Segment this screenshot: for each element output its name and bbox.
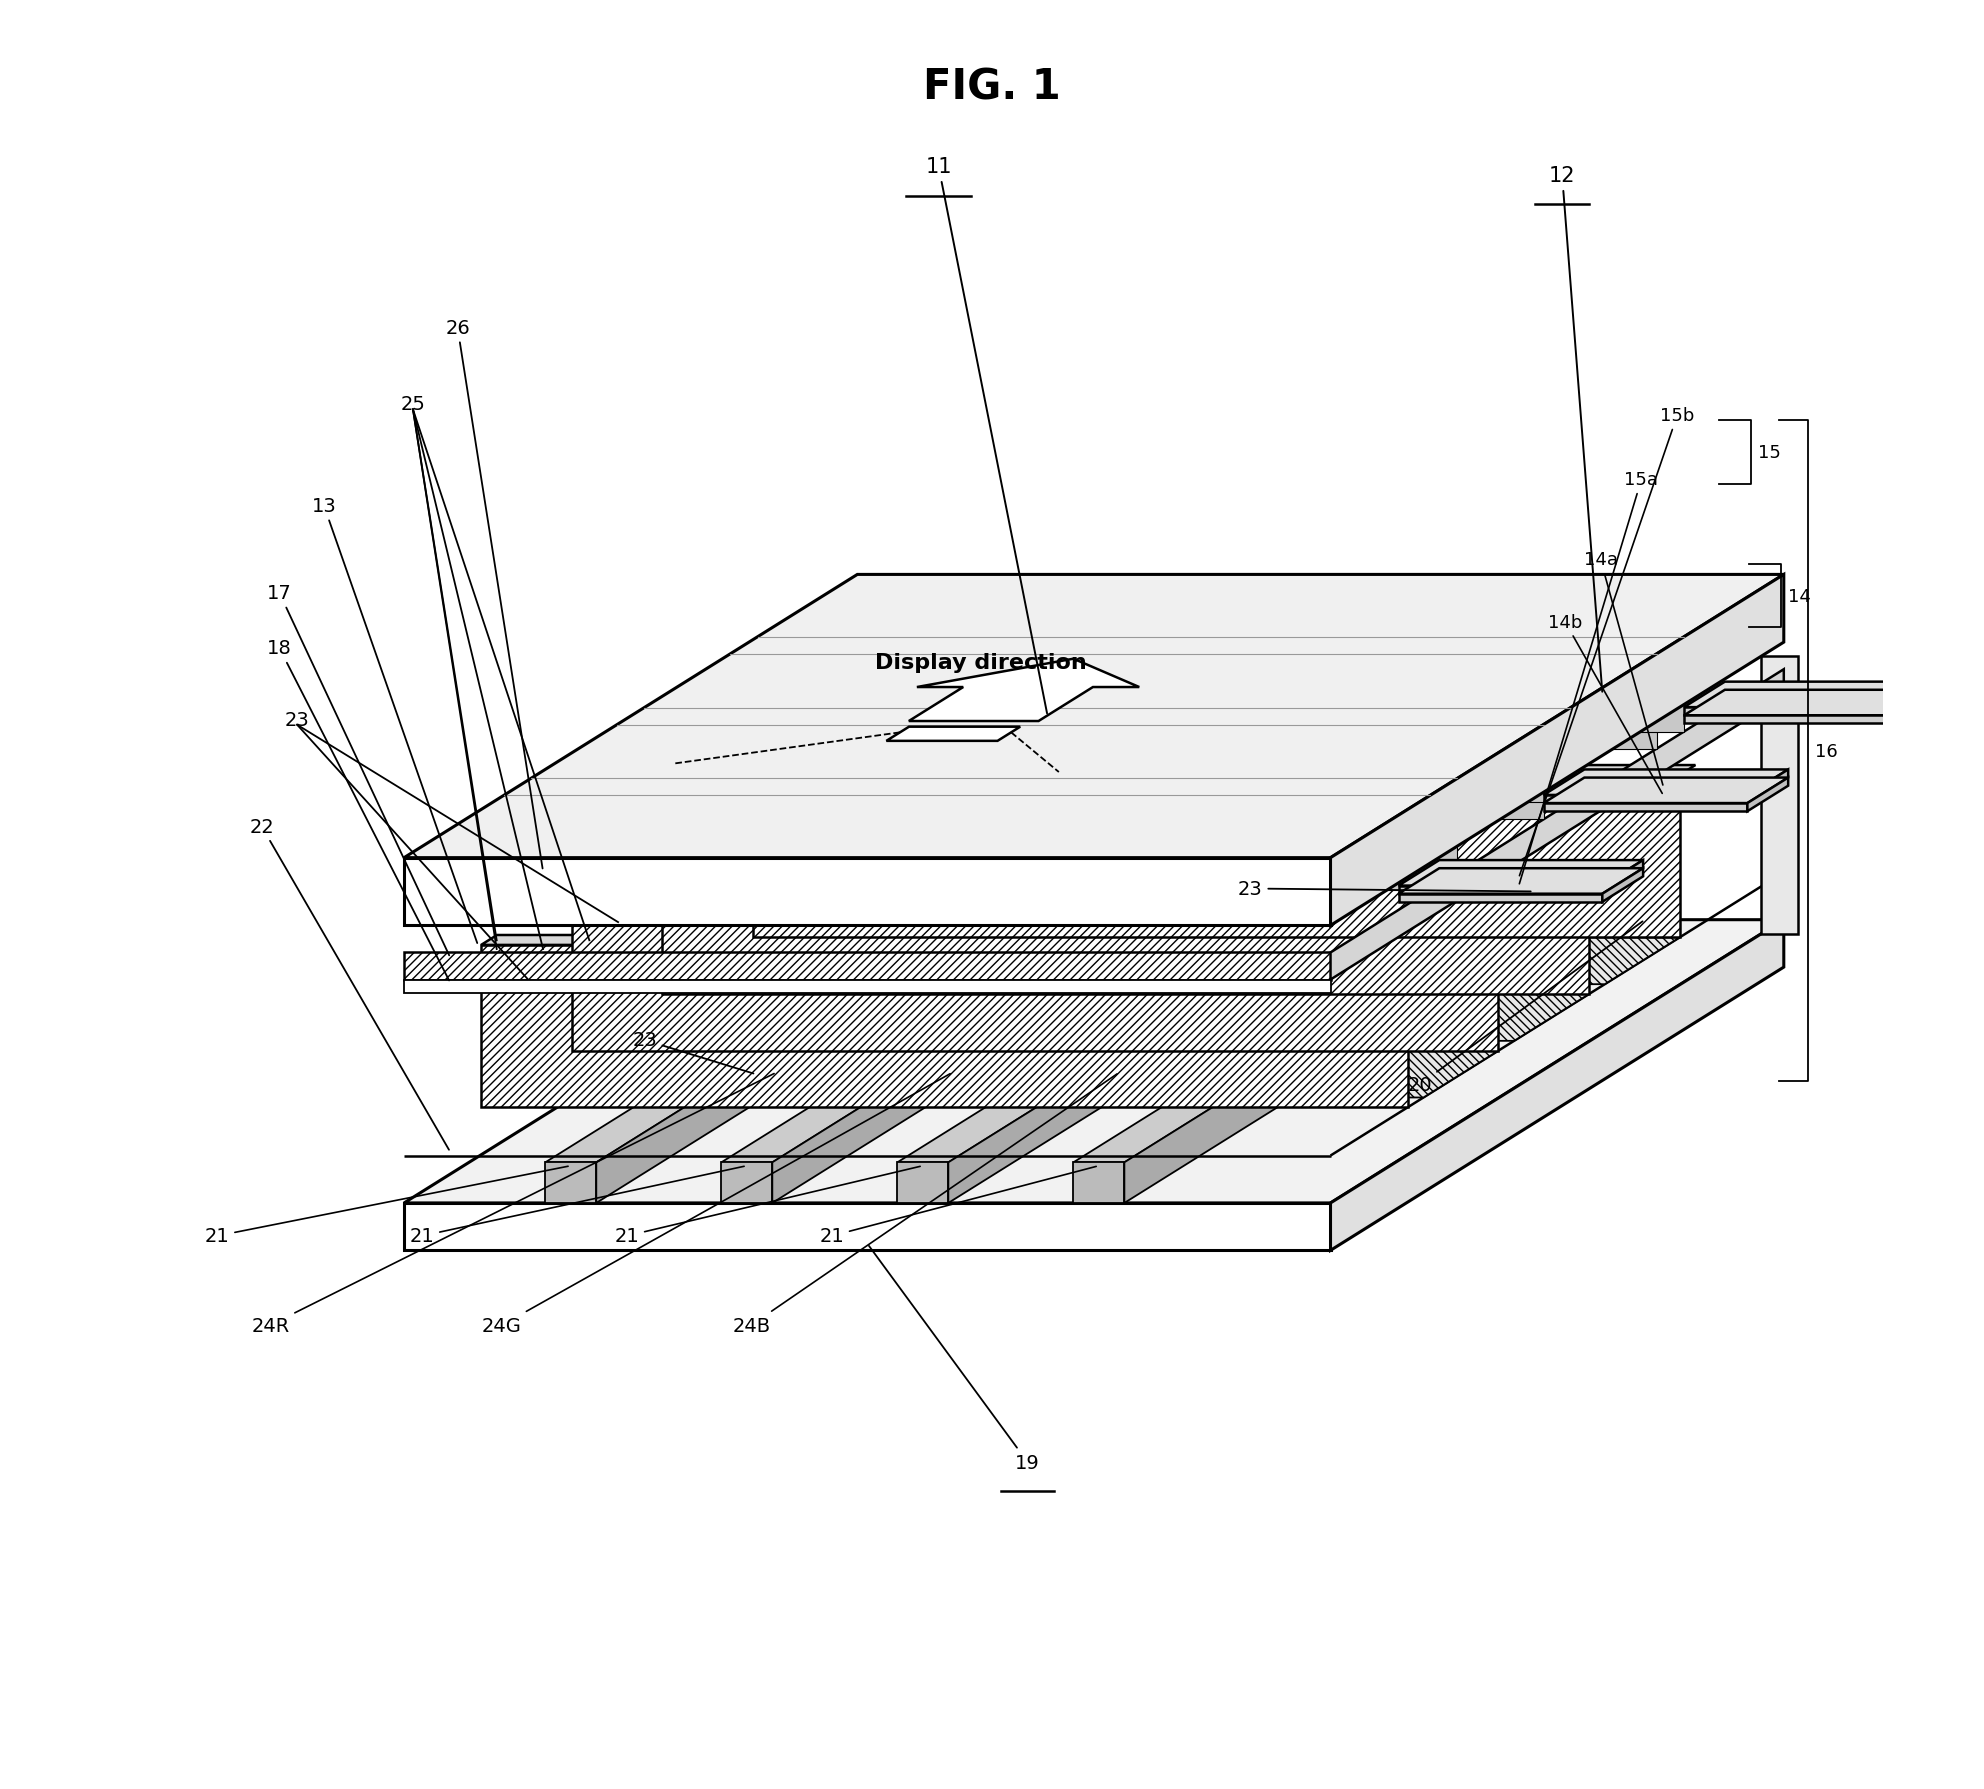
Polygon shape (546, 880, 1050, 1163)
Polygon shape (1684, 708, 1889, 716)
Polygon shape (1603, 861, 1643, 894)
Polygon shape (504, 864, 1430, 891)
Polygon shape (1603, 869, 1643, 902)
Polygon shape (587, 995, 1589, 1041)
Text: 16: 16 (1815, 742, 1837, 760)
Polygon shape (1073, 880, 1577, 1163)
Polygon shape (897, 880, 1401, 1163)
Text: Display direction: Display direction (875, 653, 1087, 673)
Text: 15a: 15a (1520, 471, 1659, 884)
Polygon shape (663, 832, 1589, 995)
Text: 18: 18 (268, 639, 448, 980)
Polygon shape (405, 1204, 1331, 1251)
Polygon shape (571, 878, 1514, 889)
Text: 24R: 24R (252, 1073, 774, 1335)
Polygon shape (1544, 778, 1788, 803)
Text: 21: 21 (615, 1166, 921, 1245)
Polygon shape (679, 937, 1680, 984)
Polygon shape (758, 705, 1684, 732)
Polygon shape (1331, 574, 1784, 927)
Polygon shape (480, 936, 1423, 945)
Text: 20: 20 (1407, 921, 1643, 1095)
Text: 23: 23 (633, 1030, 754, 1073)
Text: 14b: 14b (1548, 614, 1663, 794)
Text: 24G: 24G (482, 1073, 950, 1335)
Polygon shape (1544, 803, 1748, 812)
Text: 13: 13 (311, 497, 478, 943)
Polygon shape (405, 920, 1784, 1204)
Polygon shape (1399, 861, 1643, 886)
Text: 21: 21 (819, 1166, 1097, 1245)
Polygon shape (1544, 769, 1788, 796)
Polygon shape (480, 945, 1407, 1107)
Polygon shape (1684, 691, 1928, 716)
Polygon shape (496, 1052, 1498, 1098)
Polygon shape (722, 880, 1226, 1163)
Polygon shape (1748, 769, 1788, 803)
Polygon shape (1684, 682, 1928, 708)
Text: 21: 21 (409, 1166, 744, 1245)
Text: 23: 23 (1238, 880, 1532, 898)
Polygon shape (617, 793, 1544, 819)
Text: 25: 25 (401, 395, 425, 415)
Polygon shape (1889, 682, 1928, 716)
Polygon shape (772, 880, 1226, 1204)
Polygon shape (597, 880, 1050, 1204)
Polygon shape (1331, 669, 1784, 980)
Text: 26: 26 (444, 318, 542, 869)
Polygon shape (1762, 657, 1798, 934)
Polygon shape (546, 1163, 597, 1204)
Polygon shape (532, 846, 1458, 873)
Text: 14a: 14a (1583, 551, 1663, 785)
Polygon shape (754, 766, 1696, 775)
Polygon shape (909, 660, 1139, 721)
Polygon shape (405, 859, 1331, 927)
Polygon shape (1748, 778, 1788, 812)
Text: FIG. 1: FIG. 1 (923, 66, 1061, 109)
Text: 11: 11 (925, 157, 1048, 714)
Text: 19: 19 (869, 1247, 1040, 1472)
Polygon shape (645, 776, 1571, 803)
Polygon shape (663, 823, 1605, 832)
Polygon shape (1544, 796, 1748, 803)
Text: 15b: 15b (1520, 406, 1694, 877)
Polygon shape (897, 1163, 948, 1204)
Text: 24B: 24B (732, 1073, 1117, 1335)
Polygon shape (730, 723, 1657, 750)
Polygon shape (1889, 691, 1928, 725)
Polygon shape (1331, 873, 1784, 1156)
Polygon shape (1684, 716, 1889, 725)
Polygon shape (571, 889, 1498, 1052)
Polygon shape (1399, 869, 1643, 894)
Text: 12: 12 (1550, 166, 1603, 692)
Text: 21: 21 (204, 1166, 567, 1245)
Polygon shape (948, 880, 1401, 1204)
Polygon shape (1331, 920, 1784, 1251)
Polygon shape (405, 574, 1784, 859)
Text: 17: 17 (268, 583, 448, 955)
Polygon shape (1399, 894, 1603, 902)
Polygon shape (405, 954, 1331, 980)
Polygon shape (887, 728, 1020, 741)
Text: 15: 15 (1758, 444, 1782, 462)
Polygon shape (405, 980, 1331, 993)
Polygon shape (1125, 880, 1577, 1204)
Text: 23: 23 (286, 710, 310, 730)
Polygon shape (1399, 886, 1603, 894)
Polygon shape (754, 775, 1680, 937)
Text: 14: 14 (1788, 589, 1811, 606)
Polygon shape (722, 1163, 772, 1204)
Text: 22: 22 (250, 818, 448, 1150)
Polygon shape (1073, 1163, 1125, 1204)
